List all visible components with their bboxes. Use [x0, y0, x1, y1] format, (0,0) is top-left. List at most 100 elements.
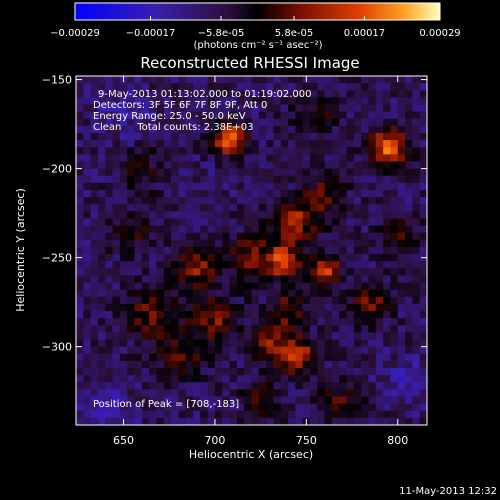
heatmap-cell — [251, 197, 260, 205]
heatmap-cell — [112, 111, 121, 120]
heatmap-cell — [193, 161, 201, 170]
heatmap-cell — [258, 225, 267, 234]
heatmap-cell — [200, 97, 209, 106]
heatmap-cell — [83, 339, 92, 348]
heatmap-cell — [339, 282, 348, 291]
heatmap-cell — [346, 140, 355, 148]
heatmap-cell — [90, 389, 99, 398]
heatmap-cell — [353, 368, 362, 376]
heatmap-cell — [353, 275, 362, 284]
heatmap-cell — [280, 125, 289, 134]
heatmap-cell — [244, 182, 253, 191]
heatmap-cell — [200, 232, 209, 241]
heatmap-cell — [244, 232, 253, 241]
heatmap-cell — [251, 175, 260, 184]
heatmap-cell — [302, 154, 311, 163]
heatmap-cell — [141, 189, 150, 198]
heatmap-cell — [368, 182, 377, 191]
heatmap-cell — [280, 275, 289, 284]
heatmap-cell — [178, 303, 187, 312]
heatmap-cell — [346, 189, 355, 198]
heatmap-cell — [214, 175, 223, 184]
heatmap-cell — [368, 161, 377, 170]
heatmap-cell — [214, 246, 223, 255]
heatmap-cell — [390, 175, 399, 184]
heatmap-cell — [353, 311, 362, 319]
heatmap-cell — [251, 375, 260, 383]
heatmap-cell — [222, 125, 231, 134]
heatmap-cell — [339, 368, 348, 376]
heatmap-cell — [353, 360, 362, 369]
heatmap-cell — [331, 161, 340, 170]
heatmap-cell — [178, 346, 187, 355]
heatmap-cell — [185, 161, 194, 170]
heatmap-cell — [112, 289, 121, 298]
heatmap-cell — [251, 410, 260, 419]
heatmap-cell — [156, 76, 165, 84]
heatmap-cell — [375, 161, 384, 170]
heatmap-cell — [405, 332, 413, 341]
heatmap-cell — [295, 175, 304, 184]
heatmap-cell — [390, 375, 399, 383]
heatmap-cell — [193, 396, 201, 405]
heatmap-cell — [397, 339, 406, 348]
heatmap-cell — [266, 360, 275, 369]
heatmap-cell — [236, 239, 245, 248]
heatmap-cell — [244, 175, 253, 184]
heatmap-cell — [390, 325, 399, 334]
heatmap-cell — [76, 168, 84, 177]
heatmap-cell — [156, 396, 165, 405]
heatmap-cell — [76, 189, 84, 198]
heatmap-cell — [390, 275, 399, 284]
heatmap-cell — [317, 246, 326, 255]
heatmap-cell — [266, 410, 275, 419]
heatmap-cell — [288, 104, 296, 113]
heatmap-cell — [171, 132, 179, 141]
heatmap-cell — [390, 282, 399, 291]
heatmap-cell — [105, 76, 114, 84]
heatmap-cell — [236, 353, 245, 362]
heatmap-cell — [258, 154, 267, 163]
heatmap-cell — [244, 375, 253, 383]
heatmap-cell — [90, 239, 99, 248]
heatmap-cell — [346, 410, 355, 419]
heatmap-cell — [207, 168, 216, 177]
heatmap-cell — [368, 410, 377, 419]
heatmap-cell — [156, 296, 165, 305]
heatmap-cell — [339, 90, 348, 98]
heatmap-cell — [302, 353, 311, 362]
heatmap-cell — [214, 254, 223, 262]
heatmap-cell — [339, 332, 348, 341]
heatmap-cell — [178, 154, 187, 163]
heatmap-cell — [163, 246, 172, 255]
heatmap-cell — [412, 339, 421, 348]
heatmap-cell — [76, 375, 84, 383]
heatmap-cell — [258, 118, 267, 127]
heatmap-cell — [149, 375, 158, 383]
heatmap-cell — [419, 232, 427, 241]
x-tick-label: 750 — [296, 434, 317, 447]
heatmap-cell — [244, 204, 253, 212]
heatmap-cell — [171, 261, 179, 269]
heatmap-cell — [412, 417, 421, 425]
heatmap-cell — [200, 296, 209, 305]
heatmap-cell — [288, 76, 296, 84]
heatmap-cell — [266, 303, 275, 312]
heatmap-cell — [207, 375, 216, 383]
heatmap-cell — [149, 410, 158, 419]
heatmap-cell — [397, 282, 406, 291]
heatmap-cell — [236, 147, 245, 155]
heatmap-cell — [178, 339, 187, 348]
heatmap-cell — [141, 303, 150, 312]
heatmap-cell — [412, 90, 421, 98]
heatmap-cell — [295, 118, 304, 127]
heatmap-cell — [302, 325, 311, 334]
heatmap-cell — [178, 275, 187, 284]
heatmap-cell — [163, 132, 172, 141]
y-tick-label: −200 — [42, 163, 72, 176]
heatmap-cell — [273, 382, 282, 390]
heatmap-cell — [134, 282, 143, 291]
heatmap-cell — [178, 268, 187, 277]
heatmap-cell — [127, 204, 136, 212]
heatmap-cell — [405, 360, 413, 369]
